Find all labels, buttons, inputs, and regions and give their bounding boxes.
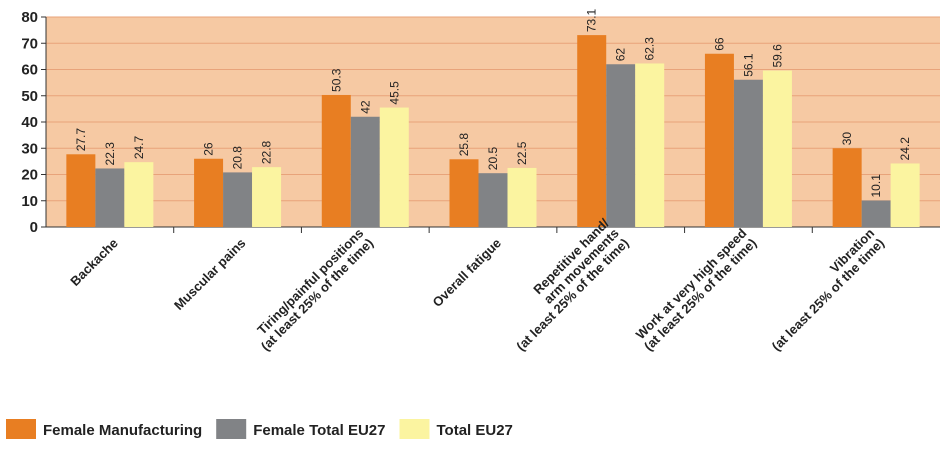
data-label: 56.1 [741,53,755,77]
data-label: 24.7 [132,135,146,159]
category-label-line: Backache [67,235,121,289]
category-label: Muscular pains [171,235,249,313]
category-label-line: Work at very high speed [633,225,750,342]
data-label: 45.5 [387,81,401,105]
bar [194,158,224,227]
y-tick-label: 10 [21,193,38,210]
y-tick-label: 0 [30,219,38,236]
bar [890,163,920,227]
category-label-line: (at least 25% of the time) [258,235,376,353]
y-tick-label: 80 [21,9,38,26]
category-label-line: (at least 25% of the time) [641,235,759,353]
data-label: 66 [712,37,726,51]
data-label: 10.1 [869,174,883,198]
category-label: Tiring/painful positions(at least 25% of… [248,225,376,353]
bar [832,148,862,227]
bar [635,63,665,228]
legend-label: Total EU27 [436,422,512,439]
category-label: Overall fatigue [429,235,503,309]
data-label: 22.3 [103,142,117,166]
bar [478,173,508,227]
legend-swatch [6,419,36,439]
legend-swatch [399,419,430,439]
category-label-line: Tiring/painful positions [254,225,366,337]
bar [95,168,125,227]
data-label: 20.5 [486,147,500,171]
data-label: 25.8 [457,133,471,157]
bar [350,116,380,227]
bar [223,172,253,227]
category-label-line: Muscular pains [171,235,249,313]
data-label: 50.3 [329,68,343,92]
bar [733,79,763,227]
bar [124,162,154,227]
y-tick-label: 30 [21,140,38,157]
data-label: 20.8 [231,146,245,170]
data-label: 42 [358,100,372,114]
category-label: Work at very high speed(at least 25% of … [631,225,759,353]
data-label: 22.8 [260,140,274,164]
y-tick-label: 70 [21,35,38,52]
bar [379,107,409,227]
legend-swatch [216,419,247,439]
data-label: 62.3 [643,37,657,61]
y-tick-label: 40 [21,114,38,131]
bar [762,70,792,227]
y-tick-label: 20 [21,167,38,184]
bar [321,94,351,228]
legend-label: Female Manufacturing [43,422,202,439]
bar [507,167,537,227]
bar [606,64,636,227]
category-label: Repetitive hand/arm movements(at least 2… [493,215,631,353]
bar [861,200,891,227]
category-label-line: (at least 25% of the time) [769,235,887,353]
category-label: Vibration(at least 25% of the time) [759,225,887,353]
data-label: 27.7 [74,128,88,152]
data-label: 24.2 [898,137,912,161]
y-tick-label: 60 [21,62,38,79]
data-label: 22.5 [515,141,529,165]
bar [704,53,734,227]
data-label: 30 [840,132,854,146]
category-label-line: Overall fatigue [429,235,503,309]
data-label: 62 [614,48,628,62]
data-label: 73.1 [585,8,599,32]
data-label: 26 [202,142,216,156]
data-label: 59.6 [770,44,784,68]
bar [252,167,282,227]
bar [577,35,607,227]
legend-label: Female Total EU27 [253,422,385,439]
bar [66,154,96,227]
y-tick-label: 50 [21,88,38,105]
bar [449,159,479,227]
category-label: Backache [67,235,121,289]
